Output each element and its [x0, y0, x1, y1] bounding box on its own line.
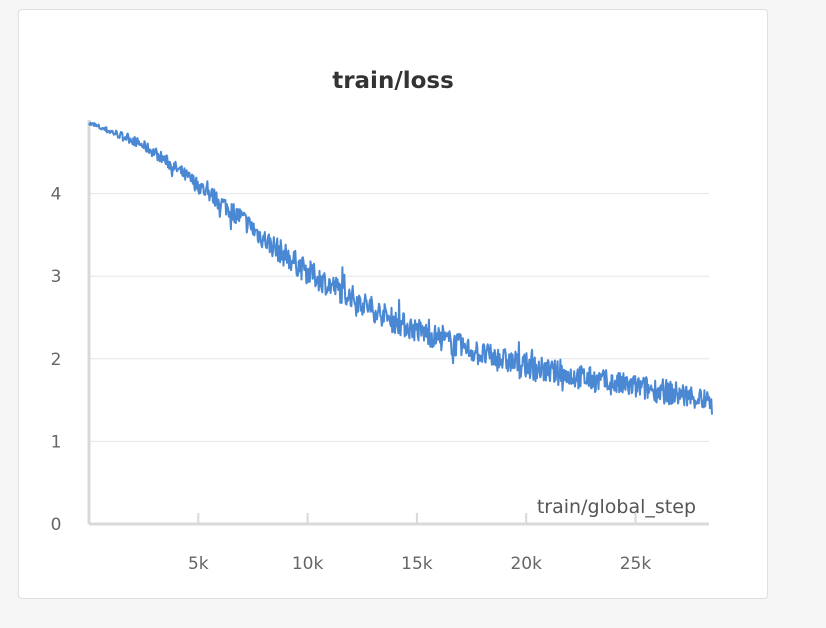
y-tick-label: 1: [51, 432, 62, 452]
x-tick-label: 10k: [292, 554, 324, 574]
chart-title: train/loss: [332, 68, 454, 94]
x-tick-label: 15k: [401, 554, 433, 574]
x-axis-label: train/global_step: [537, 496, 696, 518]
y-tick-label: 4: [51, 185, 62, 205]
x-tick-label: 25k: [620, 554, 652, 574]
x-tick-label: 20k: [510, 554, 542, 574]
y-tick-label: 2: [51, 350, 62, 370]
y-tick-label: 3: [51, 267, 62, 287]
chart-panel: train/loss: [18, 9, 768, 599]
x-tick-label: 5k: [188, 554, 209, 574]
loss-series-line: [88, 121, 713, 415]
y-tick-label: 0: [51, 515, 62, 535]
